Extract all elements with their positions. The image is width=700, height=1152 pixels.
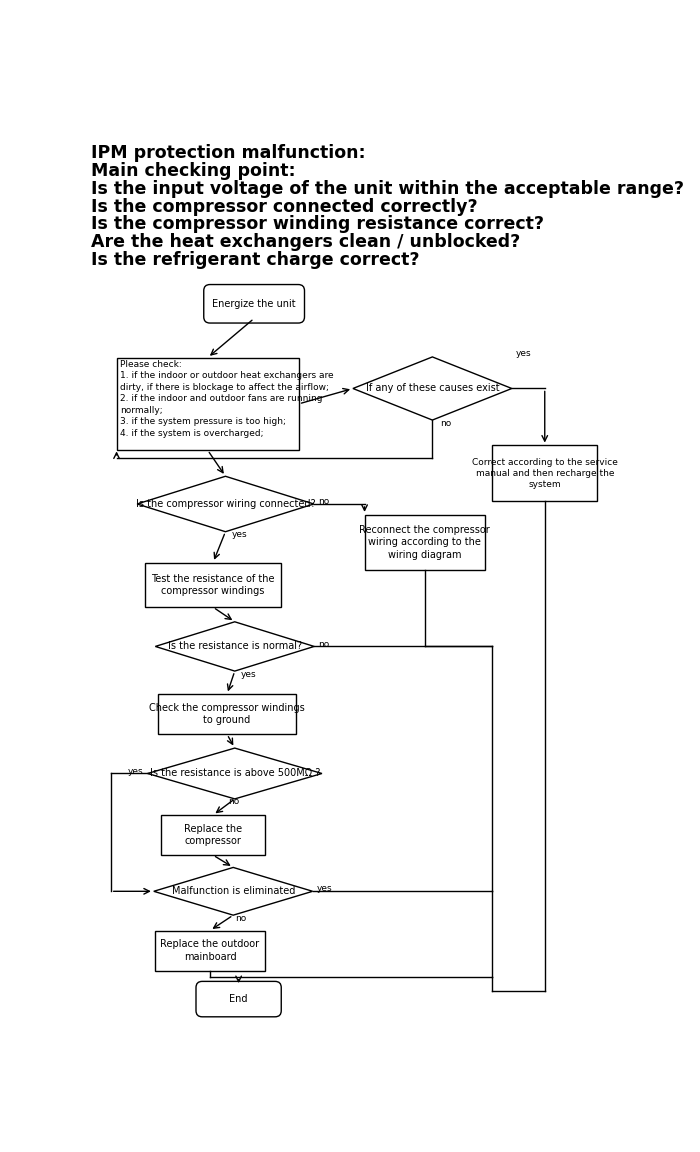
Polygon shape: [353, 357, 512, 420]
Text: Are the heat exchangers clean / unblocked?: Are the heat exchangers clean / unblocke…: [92, 233, 521, 251]
Text: Is the input voltage of the unit within the acceptable range?: Is the input voltage of the unit within …: [92, 180, 685, 198]
FancyBboxPatch shape: [204, 285, 304, 323]
Text: End: End: [230, 994, 248, 1005]
Text: Is the resistance is above 500MΩ ?: Is the resistance is above 500MΩ ?: [150, 768, 320, 779]
Text: IPM protection malfunction:: IPM protection malfunction:: [92, 144, 366, 162]
Text: Test the resistance of the
compressor windings: Test the resistance of the compressor wi…: [151, 574, 275, 596]
FancyBboxPatch shape: [117, 357, 299, 450]
Text: yes: yes: [241, 669, 257, 679]
Text: Is the compressor wiring connected?: Is the compressor wiring connected?: [136, 499, 315, 509]
Text: yes: yes: [232, 530, 247, 539]
Text: If any of these causes exist: If any of these causes exist: [365, 384, 499, 394]
Polygon shape: [148, 748, 322, 798]
FancyBboxPatch shape: [492, 446, 597, 501]
Text: Correct according to the service
manual and then recharge the
system: Correct according to the service manual …: [472, 457, 617, 488]
Text: Energize the unit: Energize the unit: [212, 298, 296, 309]
Text: Reconnect the compressor
wiring according to the
wiring diagram: Reconnect the compressor wiring accordin…: [359, 525, 490, 560]
Text: Check the compressor windings
to ground: Check the compressor windings to ground: [149, 703, 305, 726]
Text: no: no: [228, 797, 240, 806]
Text: Replace the outdoor
mainboard: Replace the outdoor mainboard: [160, 939, 260, 962]
Text: Main checking point:: Main checking point:: [92, 162, 296, 180]
Text: Is the refrigerant charge correct?: Is the refrigerant charge correct?: [92, 251, 420, 268]
Text: yes: yes: [516, 349, 531, 358]
Text: no: no: [235, 914, 247, 923]
Text: no: no: [318, 639, 329, 649]
Text: no: no: [318, 498, 329, 506]
Text: Is the compressor connected correctly?: Is the compressor connected correctly?: [92, 197, 478, 215]
Polygon shape: [137, 476, 314, 532]
Text: Please check:
1. if the indoor or outdoor heat exchangers are
dirty, if there is: Please check: 1. if the indoor or outdoo…: [120, 359, 333, 438]
Text: Is the resistance is normal?: Is the resistance is normal?: [168, 642, 302, 651]
FancyBboxPatch shape: [145, 562, 281, 607]
FancyBboxPatch shape: [161, 816, 265, 855]
FancyBboxPatch shape: [158, 695, 296, 734]
FancyBboxPatch shape: [196, 982, 281, 1017]
FancyBboxPatch shape: [155, 931, 265, 971]
Polygon shape: [155, 622, 314, 672]
Text: Is the compressor winding resistance correct?: Is the compressor winding resistance cor…: [92, 215, 545, 233]
Polygon shape: [154, 867, 313, 915]
FancyBboxPatch shape: [365, 515, 484, 570]
Text: yes: yes: [127, 767, 143, 775]
Text: yes: yes: [316, 885, 332, 894]
Text: Malfunction is eliminated: Malfunction is eliminated: [172, 886, 295, 896]
Text: Replace the
compressor: Replace the compressor: [184, 824, 242, 847]
Text: no: no: [440, 419, 452, 429]
